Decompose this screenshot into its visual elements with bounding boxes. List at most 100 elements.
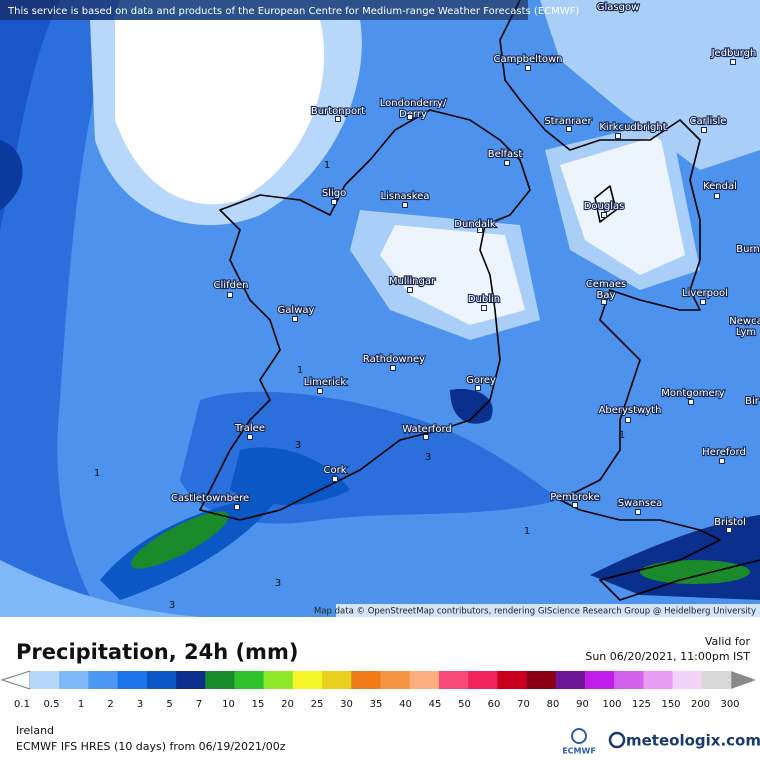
city-label: Lym (736, 327, 756, 338)
city-label: Jedburgh (711, 48, 757, 59)
scale-label: 80 (547, 699, 560, 710)
model-run: ECMWF IFS HRES (10 days) from 06/19/2021… (16, 740, 286, 753)
color-swatch (146, 671, 177, 689)
city-marker (317, 388, 323, 394)
city-marker (477, 227, 483, 233)
city-marker (726, 527, 732, 533)
city-label: Hereford (702, 447, 746, 458)
region: Ireland (16, 724, 54, 737)
precip-area (0, 0, 60, 230)
scale-label: 0.1 (14, 699, 30, 710)
scale-label: 60 (488, 699, 501, 710)
ecmwf-icon (571, 728, 587, 744)
city-label: Galway (278, 305, 315, 316)
brand-icon (608, 731, 626, 749)
city-marker (292, 316, 298, 322)
city-marker (688, 399, 694, 405)
coastline (499, 0, 760, 601)
scale-label: 300 (720, 699, 739, 710)
color-swatch (351, 671, 381, 689)
city-label: Rathdowney (363, 354, 425, 365)
color-swatch (555, 671, 586, 689)
contour-label: 1 (94, 468, 100, 479)
city-label: Gorey (466, 375, 496, 386)
contour-label: 1 (297, 365, 303, 376)
city-label: Londonderry/ (380, 98, 447, 109)
city-marker (332, 476, 338, 482)
city-marker (504, 160, 510, 166)
scale-label: 100 (602, 699, 621, 710)
city-marker (475, 385, 481, 391)
precip-area (640, 560, 750, 584)
dry-area (380, 225, 525, 325)
valid-label: Valid for (705, 635, 751, 648)
city-marker (615, 133, 621, 139)
scale-label: 7 (196, 699, 202, 710)
color-swatch (322, 671, 352, 689)
color-swatch (438, 671, 469, 689)
color-swatch (468, 671, 498, 689)
city-marker (335, 116, 341, 122)
color-swatch (380, 671, 411, 689)
city-marker (247, 434, 253, 440)
color-swatch (409, 671, 440, 689)
city-marker (714, 193, 720, 199)
dry-area (115, 20, 325, 205)
contour-label: 1 (619, 430, 625, 441)
color-swatch (59, 671, 89, 689)
city-marker (402, 202, 408, 208)
city-label: Limerick (304, 377, 347, 388)
city-marker (701, 127, 707, 133)
color-scale: 0.1 0.5 1 2 3 5 7 10 15 20 25 30 35 40 45 50 60 70 80 90 100… (14, 671, 740, 710)
contour-label: 1 (524, 526, 530, 537)
precip-area (450, 389, 493, 424)
city-label: Kendal (703, 181, 737, 192)
attribution: Map data © OpenStreetMap contributors, r… (314, 607, 756, 617)
scale-label: 35 (370, 699, 383, 710)
scale-label: 50 (458, 699, 471, 710)
precip-area (0, 0, 120, 617)
color-swatch (176, 671, 206, 689)
color-swatch (701, 671, 732, 689)
city-marker (566, 126, 572, 132)
city-label: Tralee (234, 423, 265, 434)
city-label: Montgomery (661, 388, 724, 399)
city-label: Stranraer (544, 116, 592, 127)
scale-label: 1 (78, 699, 84, 710)
contour-labels: 1 1 1 1 1 3 3 3 3 (94, 160, 625, 611)
map: Glasgow Campbeltown Jedburgh Burtonport Lond… (0, 0, 760, 617)
color-swatch (614, 671, 644, 689)
color-swatch (497, 671, 527, 689)
scale-label: 15 (252, 699, 265, 710)
scale-label: 25 (311, 699, 324, 710)
city-label: Kirkcudbright (599, 122, 666, 133)
city-marker (423, 434, 429, 440)
city-marker (719, 458, 725, 464)
city-marker (635, 509, 641, 515)
city-label: Sligo (322, 188, 346, 199)
dry-area (560, 135, 685, 275)
city-label: Mullingar (389, 276, 436, 287)
city-label: Waterford (402, 424, 451, 435)
color-swatch (584, 671, 615, 689)
city-labels: Glasgow Campbeltown Jedburgh Burtonport Lond… (170, 1, 760, 533)
city-label: Liverpool (682, 288, 728, 299)
color-swatch (292, 671, 323, 689)
precip-area (0, 140, 23, 210)
city-marker (625, 417, 631, 423)
scale-label: 90 (576, 699, 589, 710)
city-label: Dundalk (454, 219, 496, 230)
city-marker (601, 299, 607, 305)
color-swatch (205, 671, 235, 689)
city-label: Newca (729, 316, 760, 327)
city-label: Aberystwyth (599, 405, 662, 416)
precip-area (0, 560, 200, 617)
scale-label: 2 (107, 699, 113, 710)
city-marker (390, 365, 396, 371)
color-swatch (643, 671, 673, 689)
city-marker (525, 65, 531, 71)
city-marker (407, 114, 413, 120)
color-swatch (526, 671, 557, 689)
color-swatch (30, 671, 60, 689)
